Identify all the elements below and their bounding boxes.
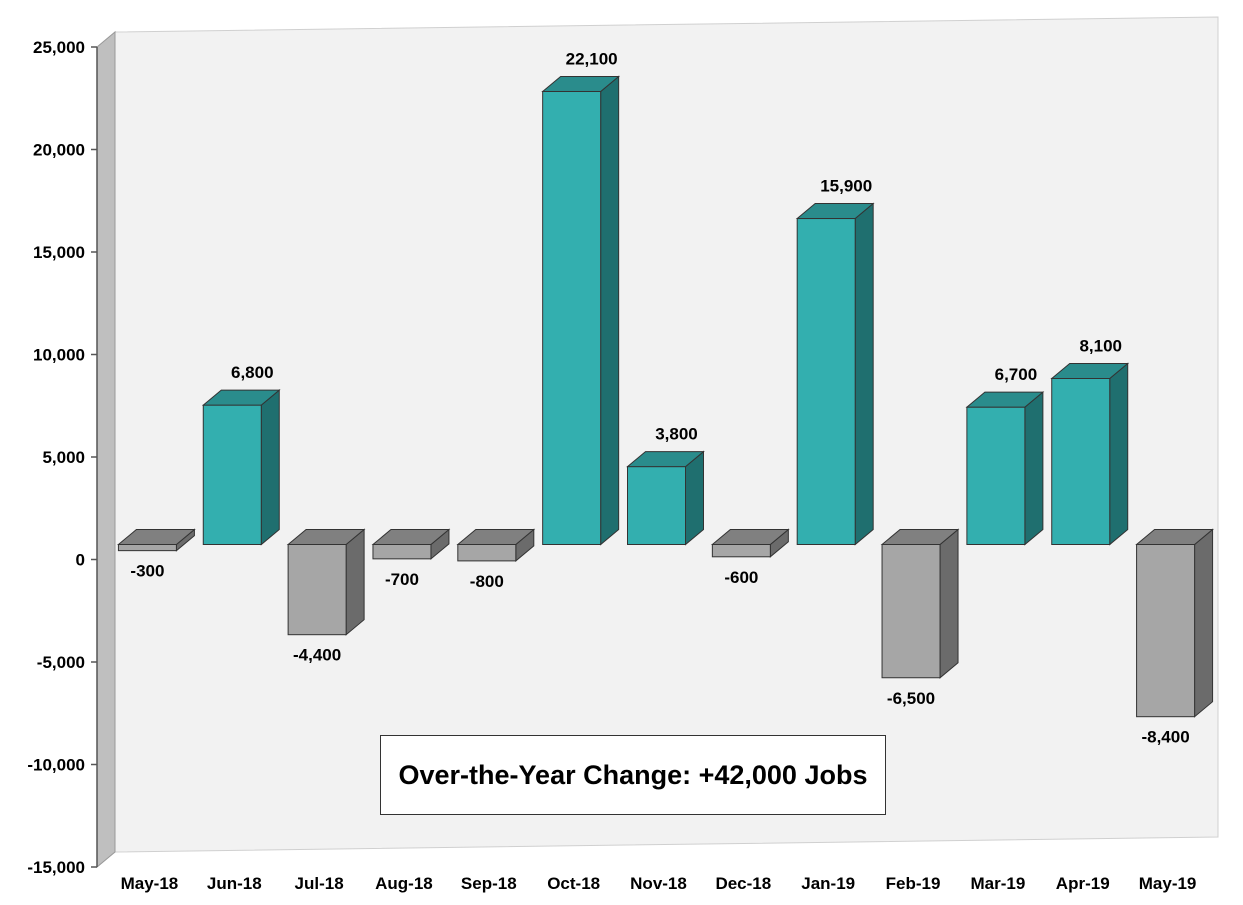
y-tick-label: 25,000 [33,38,85,57]
bar [795,202,875,546]
bar [456,528,536,562]
y-tick-label: 10,000 [33,346,85,365]
bar-side [600,75,620,546]
y-tick-label: -10,000 [27,756,85,775]
data-label: 22,100 [566,49,618,68]
bar-front [881,544,941,679]
bar [710,528,790,558]
bars [117,75,1214,718]
bar-top [371,529,451,545]
y-tick-label: -15,000 [27,858,85,877]
bar [117,528,196,552]
data-label: -800 [470,572,504,591]
bar-top [710,529,790,545]
bar [965,391,1045,546]
bar [201,389,281,546]
bar-top [795,203,875,220]
x-tick-label: Jul-18 [295,874,344,893]
x-tick-label: Oct-18 [547,874,600,893]
bar-top [965,391,1045,408]
bar-front [966,406,1026,545]
bar-top [201,389,281,406]
annotation-box: Over-the-Year Change: +42,000 Jobs [380,735,886,815]
data-label: -600 [724,568,758,587]
bar-top [541,75,621,92]
bar-side [1024,391,1044,546]
x-tick-label: Feb-19 [886,874,941,893]
bar-front [542,90,602,545]
bar-front [117,544,177,552]
bar-top [1050,362,1130,379]
data-label: -6,500 [887,689,935,708]
x-tick-label: May-19 [1139,874,1197,893]
bar [371,528,451,560]
bar-front [627,466,686,546]
y-tick-label: 0 [76,551,85,570]
y-tick-label: -5,000 [37,653,85,672]
bar-top [117,529,196,545]
bar-top [626,451,705,468]
bar-top [880,529,960,545]
x-tick-label: Dec-18 [715,874,771,893]
x-axis-labels: May-18 Jun-18 Jul-18 Aug-18 Sep-18 Oct-18 Nov-… [121,874,1197,893]
x-tick-label: Jan-19 [801,874,855,893]
bar-top [456,529,536,545]
y-tick-label: 20,000 [33,141,85,160]
bar-side [939,528,959,679]
bar-top [1135,529,1214,545]
y-tick-label: 5,000 [42,448,85,467]
x-tick-label: Sep-18 [461,874,517,893]
bar-front [796,218,856,546]
left-wall [96,30,116,869]
bar-side [854,202,874,546]
x-tick-label: Jun-18 [207,874,262,893]
data-label: 6,800 [231,363,274,382]
x-tick-label: Aug-18 [375,874,433,893]
y-tick-label: 15,000 [33,243,85,262]
data-label: 6,700 [995,365,1038,384]
bar-top [286,529,366,545]
bar-side [260,389,280,546]
bar-front [457,544,517,562]
bar [626,450,705,546]
data-label: -8,400 [1141,728,1189,747]
bar-side [345,528,365,636]
bar [541,75,621,546]
data-label: 15,900 [820,177,872,196]
x-tick-label: Mar-19 [970,874,1025,893]
bar-side [1109,362,1129,546]
bar-side [1194,528,1214,718]
bar-front [1051,377,1111,546]
bar-front [711,544,771,558]
data-label: -700 [385,570,419,589]
data-label: -300 [130,562,164,581]
bar-front [287,544,347,636]
data-labels: -300 6,800 -4,400 -700 -800 22,100 3,800 -600 15… [130,49,1189,746]
data-label: -4,400 [293,646,341,665]
bar [286,528,366,636]
bar [1050,362,1130,546]
y-axis: 25,000 20,000 15,000 10,000 5,000 0 -5,000 -10,… [27,38,98,877]
bar-front [1136,544,1196,718]
x-tick-label: May-18 [121,874,179,893]
bar [1135,528,1214,718]
data-label: 3,800 [655,425,698,444]
x-tick-label: Apr-19 [1056,874,1110,893]
x-tick-label: Nov-18 [630,874,687,893]
bar-front [202,404,262,545]
bar-front [372,544,432,560]
data-label: 8,100 [1079,336,1122,355]
bar-side [685,450,704,546]
bar [880,528,960,679]
